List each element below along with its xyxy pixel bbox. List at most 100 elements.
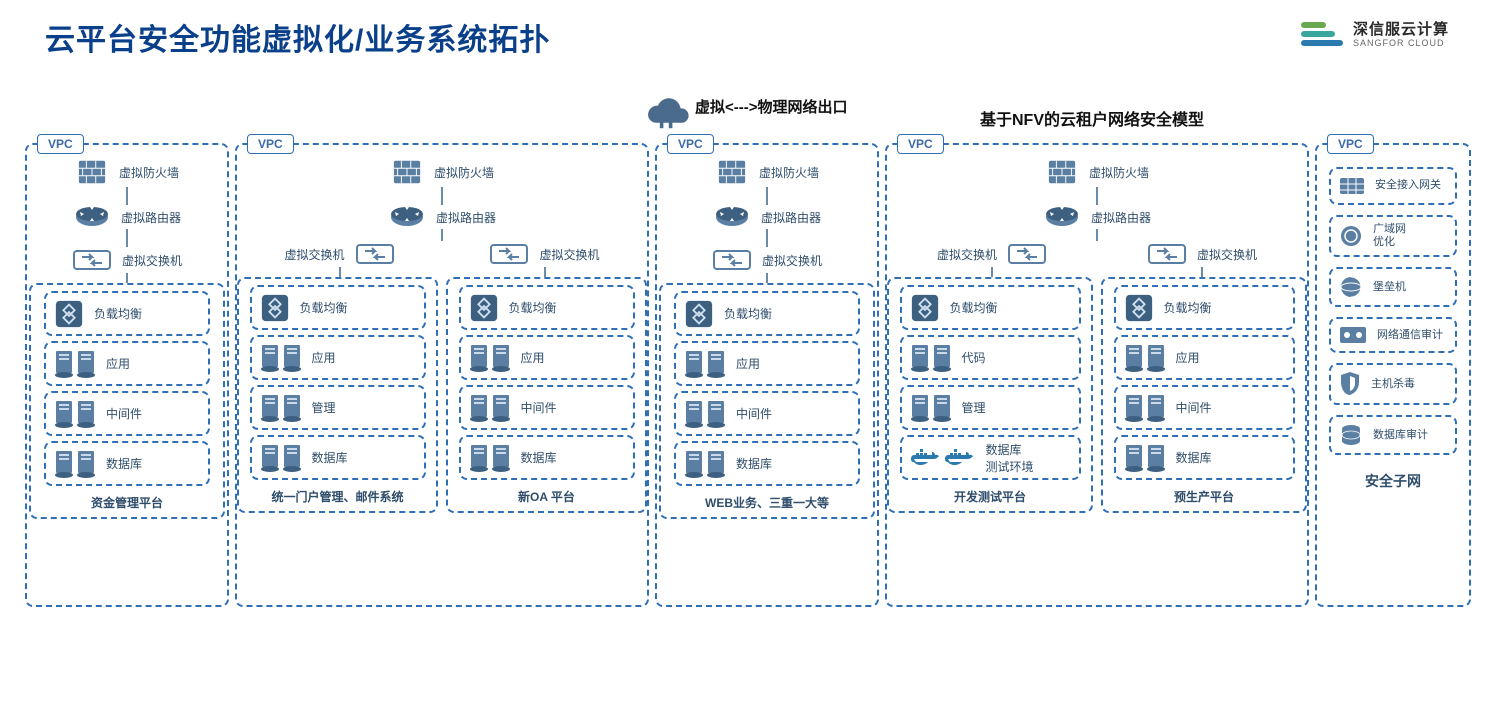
server-pair-icon — [910, 343, 952, 373]
subnet: 负载均衡 应用 管理 数据库 统一门户管理、邮件系统 — [237, 277, 438, 513]
router-icon — [388, 205, 426, 229]
firewall-node: 虚拟防火墙 — [1045, 157, 1149, 187]
connector-line — [339, 267, 341, 277]
network-chain: 虚拟防火墙虚拟路由器虚拟交换机 — [657, 145, 877, 283]
security-item: 主机杀毒 — [1329, 363, 1457, 405]
connector-line — [544, 267, 546, 277]
connector-line — [441, 229, 443, 241]
layer-mid: 中间件 — [459, 385, 635, 430]
layer-label: 代码 — [962, 349, 1071, 366]
page-title: 云平台安全功能虚拟化/业务系统拓扑 — [45, 15, 550, 59]
security-item: 广域网优化 — [1329, 215, 1457, 257]
layer-mgmt: 管理 — [900, 385, 1081, 430]
layer-label: 应用 — [1176, 349, 1285, 366]
vpc-tag: VPC — [667, 134, 714, 154]
network-chain: 虚拟防火墙虚拟路由器 虚拟交换机 虚拟交换机 — [887, 145, 1307, 277]
model-label: 基于NFV的云租户网络安全模型 — [980, 106, 1204, 130]
layer-label: 负载均衡 — [1164, 299, 1285, 316]
layer-label: 应用 — [521, 349, 625, 366]
network-chain: 虚拟防火墙虚拟路由器 虚拟交换机 虚拟交换机 — [237, 145, 647, 277]
server-pair-icon — [260, 393, 302, 423]
connector-line — [126, 187, 128, 205]
layer-label: 应用 — [312, 349, 416, 366]
subnets-row: 负载均衡 代码 管理 数据库测试环境 开发测试平台 负载均衡 应用 中间件 数据… — [887, 277, 1307, 513]
brand-cn: 深信服云计算 — [1353, 22, 1449, 37]
layer-label: 负载均衡 — [94, 305, 200, 322]
layer-mgmt: 管理 — [250, 385, 426, 430]
subnets-row: 负载均衡 应用 管理 数据库 统一门户管理、邮件系统 负载均衡 应用 中间件 数… — [237, 277, 647, 513]
connector-line — [1201, 267, 1203, 277]
server-pair-icon — [469, 393, 511, 423]
bast-icon — [1339, 275, 1363, 299]
connector-line — [126, 229, 128, 247]
server-pair-icon — [469, 443, 511, 473]
firewall-label: 虚拟防火墙 — [119, 164, 179, 181]
vpc-container: VPC 虚拟防火墙虚拟路由器虚拟交换机 负载均衡 应用 中间件 数据库 资金管理… — [25, 143, 229, 607]
security-item-label: 网络通信审计 — [1377, 329, 1443, 342]
layer-label: 中间件 — [521, 399, 625, 416]
subnets-row: 负载均衡 应用 中间件 数据库 资金管理平台 — [27, 283, 227, 519]
switch-split: 虚拟交换机 虚拟交换机 — [237, 241, 647, 277]
server-pair-icon — [684, 449, 726, 479]
layer-label: 负载均衡 — [509, 299, 625, 316]
brand-logo-icon — [1301, 22, 1343, 48]
vpc-container: VPC 虚拟防火墙虚拟路由器 虚拟交换机 虚拟交换机 负载均衡 代码 管理 数据… — [885, 143, 1309, 607]
switch-icon — [489, 241, 529, 267]
subnet-title: 资金管理平台 — [91, 494, 163, 511]
layer-label: 数据库测试环境 — [986, 441, 1071, 475]
server-pair-icon — [910, 393, 952, 423]
connector-line — [766, 229, 768, 247]
dba-icon — [1339, 423, 1363, 447]
switch-icon — [1147, 241, 1187, 267]
cloud-icon — [640, 92, 694, 137]
switch-node: 虚拟交换机 — [489, 241, 599, 267]
layer-label: 数据库 — [312, 449, 416, 466]
connector-line — [991, 267, 993, 277]
loadbalancer-icon — [469, 293, 499, 323]
wan-icon — [1339, 224, 1363, 248]
vpc-container: VPC 虚拟防火墙虚拟路由器虚拟交换机 负载均衡 应用 中间件 数据库 WEB业… — [655, 143, 879, 607]
switch-icon — [355, 241, 395, 267]
layer-label: 应用 — [736, 355, 850, 372]
server-pair-icon — [469, 343, 511, 373]
brand-block: 深信服云计算 SANGFOR CLOUD — [1301, 22, 1449, 48]
switch-label: 虚拟交换机 — [762, 252, 822, 269]
loadbalancer-icon — [260, 293, 290, 323]
gw-icon — [1339, 175, 1365, 197]
firewall-icon — [390, 157, 424, 187]
router-node: 虚拟路由器 — [1043, 205, 1151, 229]
switch-label: 虚拟交换机 — [937, 246, 997, 263]
switch-node: 虚拟交换机 — [937, 241, 1047, 267]
router-icon — [1043, 205, 1081, 229]
security-item: 数据库审计 — [1329, 415, 1457, 455]
switch-label: 虚拟交换机 — [122, 252, 182, 269]
layer-docker: 数据库测试环境 — [900, 435, 1081, 480]
connector-line — [1096, 187, 1098, 205]
firewall-node: 虚拟防火墙 — [715, 157, 819, 187]
layer-db: 数据库 — [459, 435, 635, 480]
connector-line — [766, 273, 768, 283]
vpc-tag: VPC — [1327, 134, 1374, 154]
router-label: 虚拟路由器 — [121, 209, 181, 226]
vpc-tag: VPC — [37, 134, 84, 154]
switch-node: 虚拟交换机 — [712, 247, 822, 273]
firewall-label: 虚拟防火墙 — [1089, 164, 1149, 181]
vpc-tag: VPC — [247, 134, 294, 154]
layer-lb: 负载均衡 — [250, 285, 426, 330]
layer-db: 数据库 — [44, 441, 210, 486]
layer-db: 数据库 — [1114, 435, 1295, 480]
layer-label: 负载均衡 — [724, 305, 850, 322]
server-pair-icon — [684, 399, 726, 429]
layer-mid: 中间件 — [1114, 385, 1295, 430]
subnet-title: 预生产平台 — [1174, 488, 1234, 505]
server-pair-icon — [1124, 343, 1166, 373]
server-pair-icon — [260, 443, 302, 473]
switch-node: 虚拟交换机 — [1147, 241, 1257, 267]
layer-label: 数据库 — [106, 455, 200, 472]
router-node: 虚拟路由器 — [73, 205, 181, 229]
security-item-label: 安全接入网关 — [1375, 179, 1441, 192]
server-pair-icon — [1124, 443, 1166, 473]
switch-icon — [1007, 241, 1047, 267]
layer-label: 中间件 — [736, 405, 850, 422]
subnet: 负载均衡 代码 管理 数据库测试环境 开发测试平台 — [887, 277, 1093, 513]
